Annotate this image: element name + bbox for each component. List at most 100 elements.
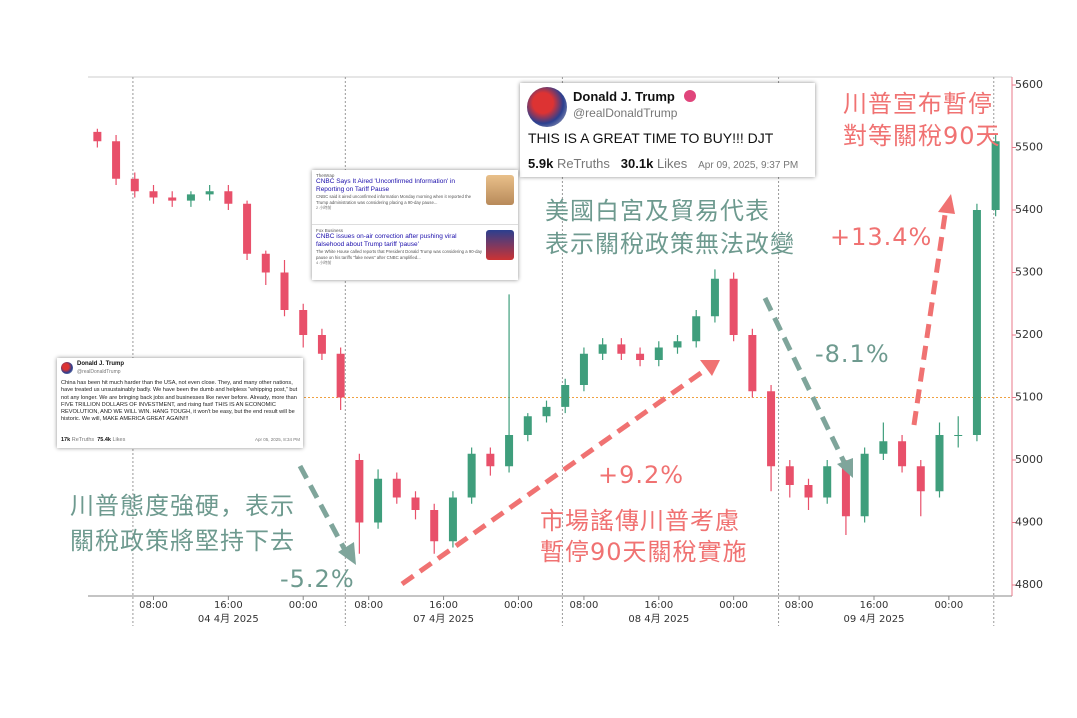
- y-tick-label: 5300: [1015, 266, 1043, 279]
- candle-body: [224, 191, 233, 204]
- tweet-text: THIS IS A GREAT TIME TO BUY!!! DJT: [528, 130, 774, 146]
- annotation: 美國白宮及貿易代表: [545, 197, 770, 225]
- news-headline: CNBC Says It Aired 'Unconfirmed Informat…: [316, 178, 456, 193]
- tweet-name: Donald J. Trump: [573, 89, 675, 104]
- tweet-date: Apr 09, 2025, 9:37 PM: [698, 160, 799, 171]
- candle-body: [898, 441, 907, 467]
- likes: 75.4k: [97, 437, 111, 443]
- candle-body: [467, 453, 476, 498]
- annotation: +13.4%: [830, 223, 932, 251]
- tweet-handle: @realDonaldTrump: [77, 369, 121, 375]
- y-tick-label: 5600: [1015, 78, 1043, 91]
- candle-body: [523, 416, 532, 435]
- candle-body: [299, 310, 308, 335]
- candle-body: [448, 497, 457, 542]
- y-tick-label: 5100: [1015, 391, 1043, 404]
- candle-body: [785, 466, 794, 485]
- candle-body: [636, 353, 645, 360]
- news-thumb: [486, 175, 514, 205]
- candle-body: [505, 435, 514, 467]
- candle-body: [355, 460, 364, 523]
- candle-body: [673, 341, 682, 348]
- annotation: 暫停90天關稅實施: [540, 538, 748, 566]
- candle-body: [392, 478, 401, 498]
- news-card: TheWrap CNBC Says It Aired 'Unconfirmed …: [312, 170, 518, 280]
- arrow: [762, 296, 848, 466]
- annotation: 表示關稅政策無法改變: [545, 230, 795, 258]
- annotation: 市場謠傳川普考慮: [540, 507, 740, 535]
- x-tick-label: 00:00: [719, 600, 748, 611]
- news-thumb: [486, 230, 514, 260]
- x-tick-label: 00:00: [934, 600, 963, 611]
- candle-body: [692, 316, 701, 342]
- candle-body: [486, 453, 495, 467]
- y-tick-label: 5400: [1015, 203, 1043, 216]
- y-tick-label: 4800: [1015, 578, 1043, 591]
- candle-body: [767, 391, 776, 467]
- date-label: 07 4月 2025: [413, 613, 474, 625]
- divider: [312, 224, 518, 225]
- y-tick-label: 5000: [1015, 453, 1043, 466]
- candle-body: [841, 466, 850, 517]
- x-tick-label: 08:00: [139, 600, 168, 611]
- tweet-text: China has been hit much harder than the …: [61, 380, 298, 423]
- candle-body: [916, 466, 925, 492]
- news-item: TheWrap CNBC Says It Aired 'Unconfirmed …: [316, 173, 484, 211]
- x-tick-label: 08:00: [570, 600, 599, 611]
- news-item: Fox Business CNBC issues on-air correcti…: [316, 228, 484, 266]
- news-snippet: CNBC said it aired unconfirmed informati…: [316, 194, 472, 205]
- arrowhead: [338, 542, 356, 565]
- avatar: [61, 362, 73, 374]
- y-tick-label: 5200: [1015, 328, 1043, 341]
- candle-body: [542, 406, 551, 417]
- candle-body: [710, 278, 719, 317]
- candle-body: [112, 141, 121, 179]
- date-label: 08 4月 2025: [628, 613, 689, 625]
- candle-body: [804, 485, 813, 498]
- annotation: -8.1%: [815, 340, 890, 368]
- candle-body: [430, 510, 439, 542]
- x-tick-label: 16:00: [644, 600, 673, 611]
- arrowhead: [837, 458, 853, 478]
- candle-body: [991, 141, 1000, 210]
- news-time: 2 小時前: [316, 205, 332, 210]
- arrows: [297, 194, 955, 587]
- candle-body: [411, 497, 420, 510]
- main-tweet: Donald J. Trump @realDonaldTrump THIS IS…: [520, 83, 815, 177]
- tweet-date: Apr 05, 2025, 8:34 PM: [255, 437, 301, 442]
- likes-label: Likes: [656, 156, 688, 171]
- annotation: 川普宣布暫停: [843, 90, 993, 118]
- candle-body: [972, 210, 981, 435]
- candle-body: [879, 441, 888, 454]
- retruths: 17k: [61, 437, 71, 443]
- x-tick-label: 08:00: [354, 600, 383, 611]
- annotation: -5.2%: [280, 565, 355, 593]
- x-tick-label: 16:00: [429, 600, 458, 611]
- candle-body: [748, 335, 757, 392]
- arrowhead: [700, 360, 720, 376]
- annotation: 川普態度強硬，表示: [70, 492, 295, 520]
- news-source: Fox Business: [316, 228, 344, 233]
- candle-body: [823, 466, 832, 498]
- arrow: [911, 207, 949, 426]
- candle-body: [205, 191, 214, 195]
- candle-body: [168, 197, 177, 201]
- candle-body: [93, 131, 102, 142]
- candle-body: [729, 278, 738, 335]
- arrowhead: [938, 194, 955, 214]
- x-tick-label: 00:00: [289, 600, 318, 611]
- x-tick-label: 16:00: [860, 600, 889, 611]
- news-snippet: The White House called reports that Pres…: [316, 249, 482, 260]
- retruths-label: ReTruths: [556, 156, 610, 171]
- candle-body: [579, 353, 588, 385]
- candle-body: [280, 272, 289, 310]
- annotation: +9.2%: [598, 461, 684, 489]
- verified-badge: [684, 90, 696, 102]
- annotation: 關稅政策將堅持下去: [70, 527, 295, 555]
- candle-body: [243, 203, 252, 254]
- candle-body: [617, 344, 626, 354]
- candle-body: [149, 191, 158, 198]
- candle-body: [317, 335, 326, 354]
